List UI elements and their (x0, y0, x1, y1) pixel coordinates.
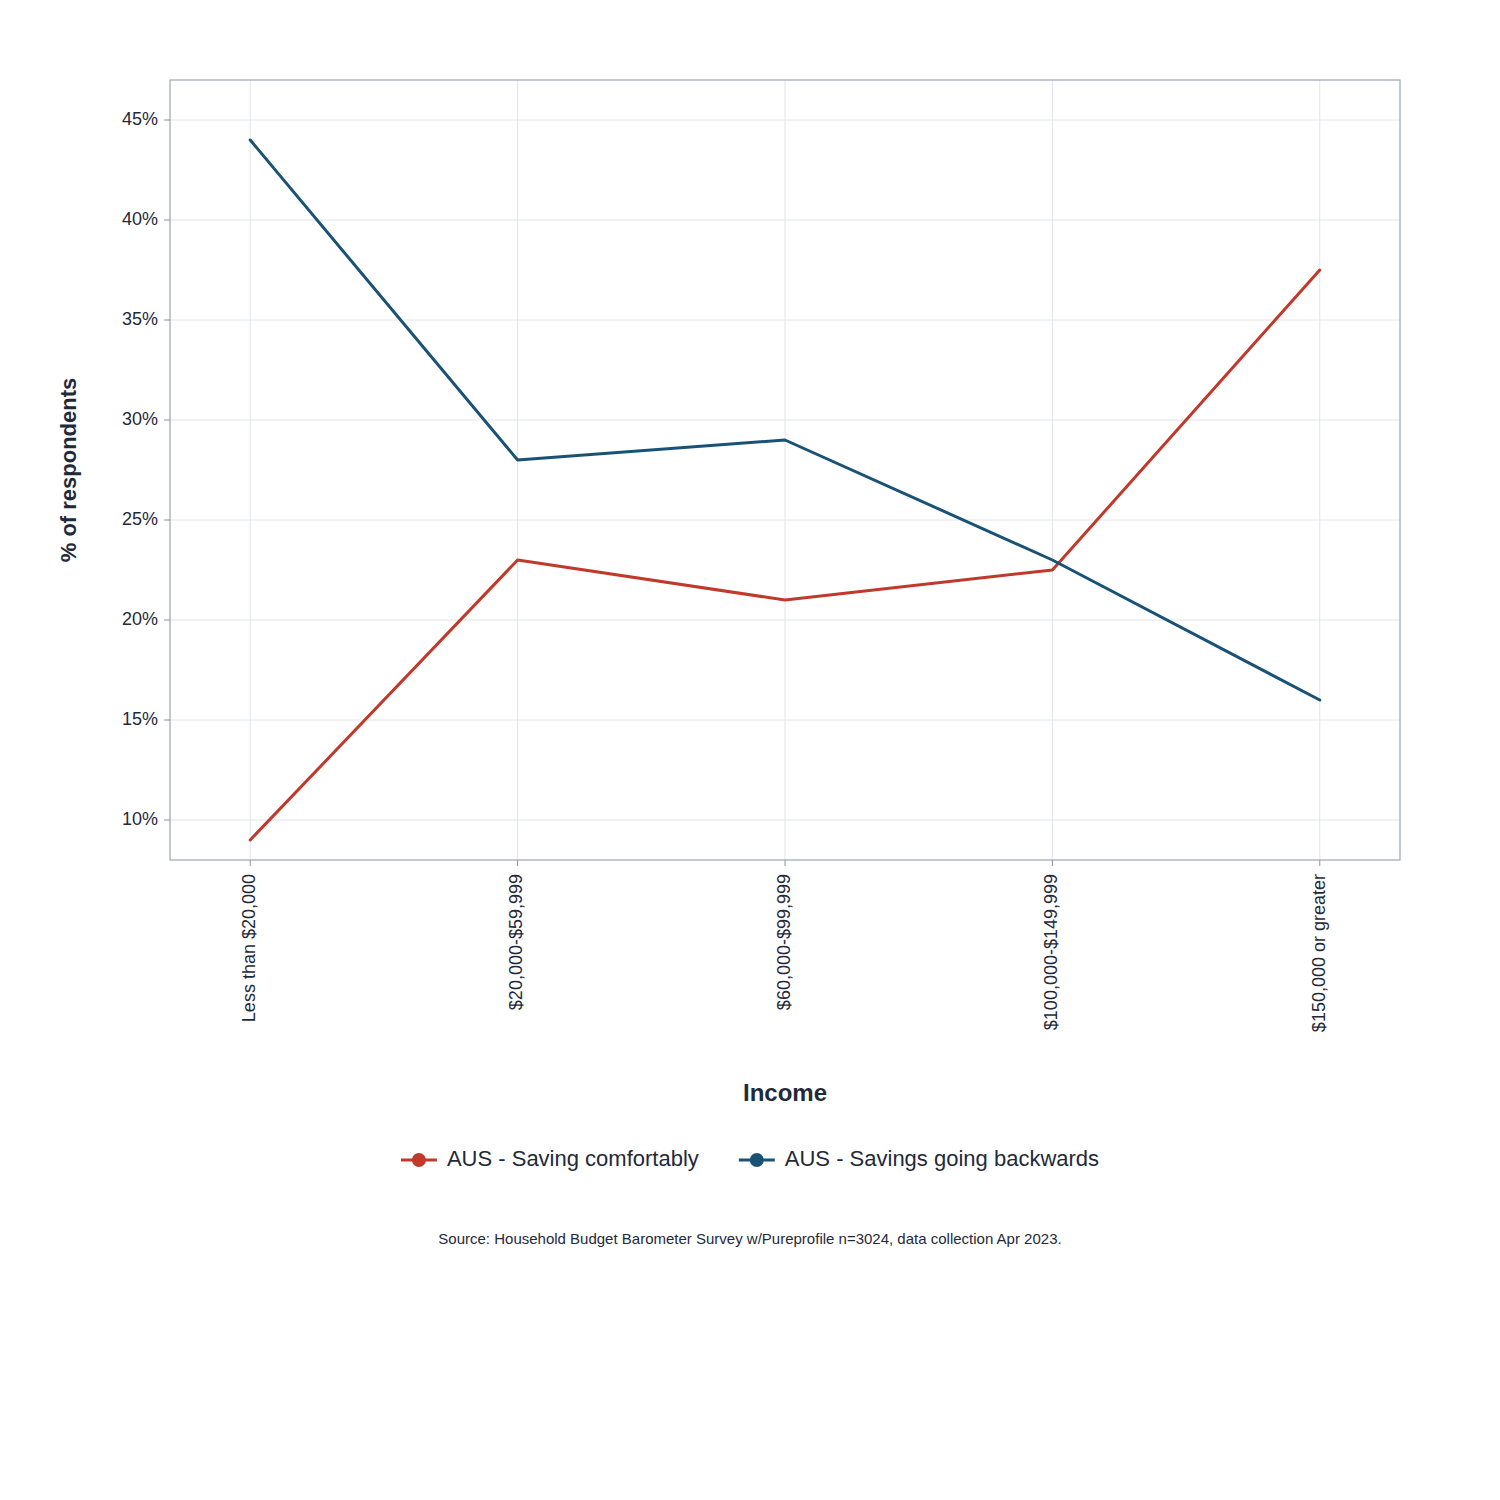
legend-label: AUS - Savings going backwards (785, 1146, 1099, 1171)
x-grid-line (250, 80, 251, 860)
x-tick-label: Less than $20,000 (239, 874, 259, 1022)
x-tick-label: $100,000-$149,999 (1041, 874, 1061, 1030)
y-tick-label: 40% (122, 209, 158, 229)
series-line (250, 270, 1320, 840)
x-grid-line (517, 80, 518, 860)
y-tick (164, 620, 170, 621)
legend-swatch-marker (750, 1153, 764, 1167)
x-tick-label: $20,000-$59,999 (506, 874, 526, 1010)
grid (170, 80, 1400, 860)
legend-label: AUS - Saving comfortably (447, 1146, 699, 1171)
y-tick-label: 20% (122, 609, 158, 629)
y-ticks: 10% 15% 20% 25% 30% 35% 40% 45% (122, 109, 170, 829)
lines (250, 140, 1320, 840)
chart: 10% 15% 20% 25% 30% 35% 40% 45% Less than $20,00… (0, 0, 1500, 1500)
x-tick (250, 860, 251, 866)
y-tick-label: 15% (122, 709, 158, 729)
x-grid-line (1052, 80, 1053, 860)
source-note: Source: Household Budget Barometer Surve… (438, 1230, 1061, 1247)
x-ticks: Less than $20,000 $20,000-$59,999 $60,000-… (239, 860, 1329, 1032)
y-tick (164, 120, 170, 121)
x-tick (1319, 860, 1320, 866)
y-tick (164, 520, 170, 521)
legend-item: AUS - Saving comfortably (401, 1146, 699, 1171)
x-grid-line (1319, 80, 1320, 860)
y-tick (164, 720, 170, 721)
y-tick-label: 25% (122, 509, 158, 529)
x-axis-label: Income (743, 1079, 827, 1106)
y-tick (164, 320, 170, 321)
legend: AUS - Saving comfortably AUS - Savings go… (401, 1146, 1099, 1171)
y-tick (164, 420, 170, 421)
x-grid-line (785, 80, 786, 860)
y-tick (164, 220, 170, 221)
x-tick (517, 860, 518, 866)
x-tick (1052, 860, 1053, 866)
y-tick-label: 30% (122, 409, 158, 429)
x-tick (785, 860, 786, 866)
y-axis-label: % of respondents (56, 378, 81, 563)
y-tick (164, 820, 170, 821)
y-tick-label: 45% (122, 109, 158, 129)
series-line (250, 140, 1320, 700)
x-tick-label: $150,000 or greater (1309, 874, 1329, 1032)
plot-frame (170, 80, 1400, 860)
y-tick-label: 35% (122, 309, 158, 329)
legend-swatch-marker (412, 1153, 426, 1167)
x-tick-label: $60,000-$99,999 (774, 874, 794, 1010)
y-tick-label: 10% (122, 809, 158, 829)
legend-item: AUS - Savings going backwards (739, 1146, 1099, 1171)
